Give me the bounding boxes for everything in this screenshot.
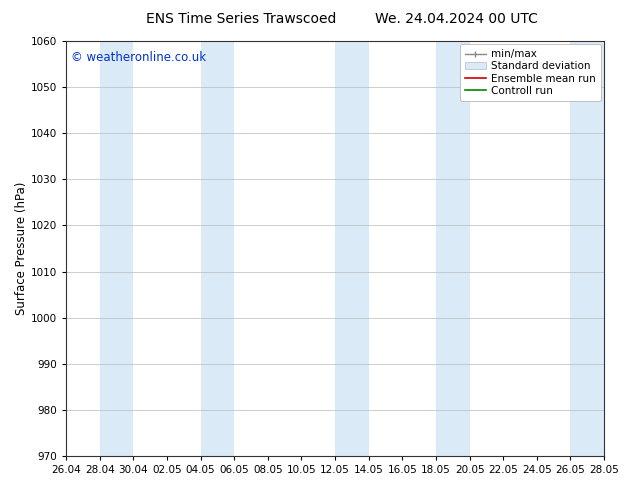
Legend: min/max, Standard deviation, Ensemble mean run, Controll run: min/max, Standard deviation, Ensemble me… — [460, 44, 601, 101]
Bar — [436, 41, 470, 456]
Text: © weatheronline.co.uk: © weatheronline.co.uk — [72, 51, 207, 64]
Bar — [335, 41, 369, 456]
Text: ENS Time Series Trawscoed: ENS Time Series Trawscoed — [146, 12, 336, 26]
Y-axis label: Surface Pressure (hPa): Surface Pressure (hPa) — [15, 182, 28, 315]
Bar — [571, 41, 604, 456]
Bar — [100, 41, 133, 456]
Bar — [200, 41, 234, 456]
Text: We. 24.04.2024 00 UTC: We. 24.04.2024 00 UTC — [375, 12, 538, 26]
